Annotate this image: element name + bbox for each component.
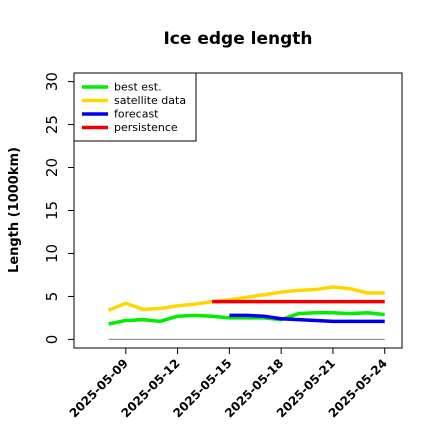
legend: best est.satellite dataforecastpersisten… <box>73 72 197 142</box>
chart-title: Ice edge length <box>163 29 312 49</box>
series-line-best-est- <box>108 311 385 326</box>
y-axis-label: Length (1000km) <box>7 147 22 273</box>
legend-label: persistence <box>114 121 178 134</box>
y-axis: 0 5 10 15 20 25 30 <box>43 72 74 344</box>
y-tick-label: 20 <box>43 158 61 177</box>
series-line-forecast <box>229 313 385 324</box>
y-tick-label: 5 <box>43 292 61 302</box>
legend-label: forecast <box>114 108 159 121</box>
y-tick-label: 15 <box>43 201 61 220</box>
legend-label: satellite data <box>114 94 186 107</box>
y-tick-label: 30 <box>43 72 61 91</box>
series-line-satellite-data <box>107 285 385 312</box>
x-axis: 2025-05-092025-05-122025-05-152025-05-18… <box>67 348 390 420</box>
y-tick-label: 25 <box>43 115 61 134</box>
legend-frame <box>73 72 197 142</box>
series-layer <box>107 285 385 326</box>
y-tick-label: 0 <box>43 335 61 345</box>
y-tick-label: 10 <box>43 244 61 263</box>
legend-label: best est. <box>114 81 162 94</box>
